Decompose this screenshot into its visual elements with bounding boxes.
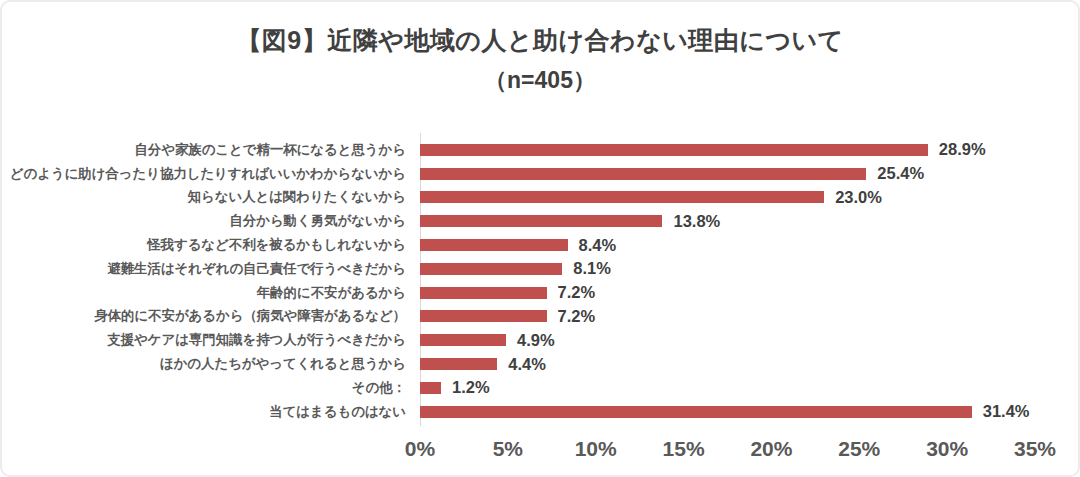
bar-track: 7.2% (420, 305, 1035, 329)
x-tick-label: 10% (575, 437, 617, 461)
category-label: 自分や家族のことで精一杯になると思うから (2, 141, 420, 159)
category-label: ほかの人たちがやってくれると思うから (2, 355, 420, 373)
category-label: その他： (2, 379, 420, 397)
value-label: 4.9% (517, 331, 555, 350)
value-label: 25.4% (877, 164, 924, 183)
category-label: 知らない人とは関わりたくないから (2, 188, 420, 206)
bar-track: 25.4% (420, 162, 1035, 186)
category-label: 当てはまるものはない (2, 403, 420, 421)
bar-rows: 自分や家族のことで精一杯になると思うから 28.9% どのように助け合ったり協力した… (2, 138, 1035, 424)
bar-row: どのように助け合ったり協力したりすればいいかわからないから 25.4% (2, 162, 1035, 186)
x-tick-label: 25% (838, 437, 880, 461)
bar-track: 7.2% (420, 281, 1035, 305)
category-label: 怪我するなど不利を被るかもしれないから (2, 236, 420, 254)
bar (420, 334, 506, 346)
bar-row: 避難生活はそれぞれの自己責任で行うべきだから 8.1% (2, 257, 1035, 281)
value-label: 13.8% (673, 212, 720, 231)
category-label: 身体的に不安があるから（病気や障害があるなど） (2, 307, 420, 325)
bar (420, 406, 972, 418)
bar (420, 287, 547, 299)
x-tick-label: 35% (1014, 437, 1056, 461)
value-label: 31.4% (983, 402, 1030, 421)
x-axis-ticks: 0% 5% 10% 15% 20% 25% 30% 35% (2, 437, 1078, 463)
bar-track: 4.9% (420, 328, 1035, 352)
bar-track: 4.4% (420, 352, 1035, 376)
bar-track: 23.0% (420, 186, 1035, 210)
bar-track: 8.4% (420, 233, 1035, 257)
bar (420, 310, 547, 322)
bar-row: 怪我するなど不利を被るかもしれないから 8.4% (2, 233, 1035, 257)
bar (420, 239, 568, 251)
chart-title: 【図9】近隣や地域の人と助け合わない理由について (2, 24, 1078, 57)
bar (420, 358, 497, 370)
x-tick-label: 15% (663, 437, 705, 461)
bar-row: 自分から動く勇気がないから 13.8% (2, 209, 1035, 233)
bar (420, 191, 824, 203)
category-label: 支援やケアは専門知識を持つ人が行うべきだから (2, 331, 420, 349)
bar (420, 168, 866, 180)
bar-track: 1.2% (420, 376, 1035, 400)
bar-row: ほかの人たちがやってくれると思うから 4.4% (2, 352, 1035, 376)
bar-track: 8.1% (420, 257, 1035, 281)
bar-row: 自分や家族のことで精一杯になると思うから 28.9% (2, 138, 1035, 162)
value-label: 23.0% (835, 188, 882, 207)
value-label: 8.1% (573, 259, 611, 278)
bar-row: 知らない人とは関わりたくないから 23.0% (2, 186, 1035, 210)
category-label: 自分から動く勇気がないから (2, 212, 420, 230)
chart-subtitle: （n=405） (2, 65, 1078, 96)
x-tick-label: 5% (493, 437, 523, 461)
bar-track: 28.9% (420, 138, 1035, 162)
bar-row: 当てはまるものはない 31.4% (2, 400, 1035, 424)
bar-track: 13.8% (420, 209, 1035, 233)
x-tick-label: 0% (405, 437, 435, 461)
bar-row: その他： 1.2% (2, 376, 1035, 400)
category-label: 年齢的に不安があるから (2, 284, 420, 302)
bar (420, 382, 441, 394)
value-label: 4.4% (508, 355, 546, 374)
bar (420, 263, 562, 275)
bar-row: 支援やケアは専門知識を持つ人が行うべきだから 4.9% (2, 328, 1035, 352)
value-label: 7.2% (558, 307, 596, 326)
category-label: どのように助け合ったり協力したりすればいいかわからないから (2, 165, 420, 183)
bar-track: 31.4% (420, 400, 1035, 424)
bar-row: 年齢的に不安があるから 7.2% (2, 281, 1035, 305)
x-tick-label: 20% (750, 437, 792, 461)
chart-card: 【図9】近隣や地域の人と助け合わない理由について （n=405） 自分や家族のこ… (0, 0, 1080, 477)
value-label: 1.2% (452, 378, 490, 397)
value-label: 28.9% (939, 140, 986, 159)
bar (420, 215, 662, 227)
bar-row: 身体的に不安があるから（病気や障害があるなど） 7.2% (2, 305, 1035, 329)
category-label: 避難生活はそれぞれの自己責任で行うべきだから (2, 260, 420, 278)
value-label: 7.2% (558, 283, 596, 302)
value-label: 8.4% (579, 236, 617, 255)
bar (420, 144, 928, 156)
x-tick-label: 30% (926, 437, 968, 461)
